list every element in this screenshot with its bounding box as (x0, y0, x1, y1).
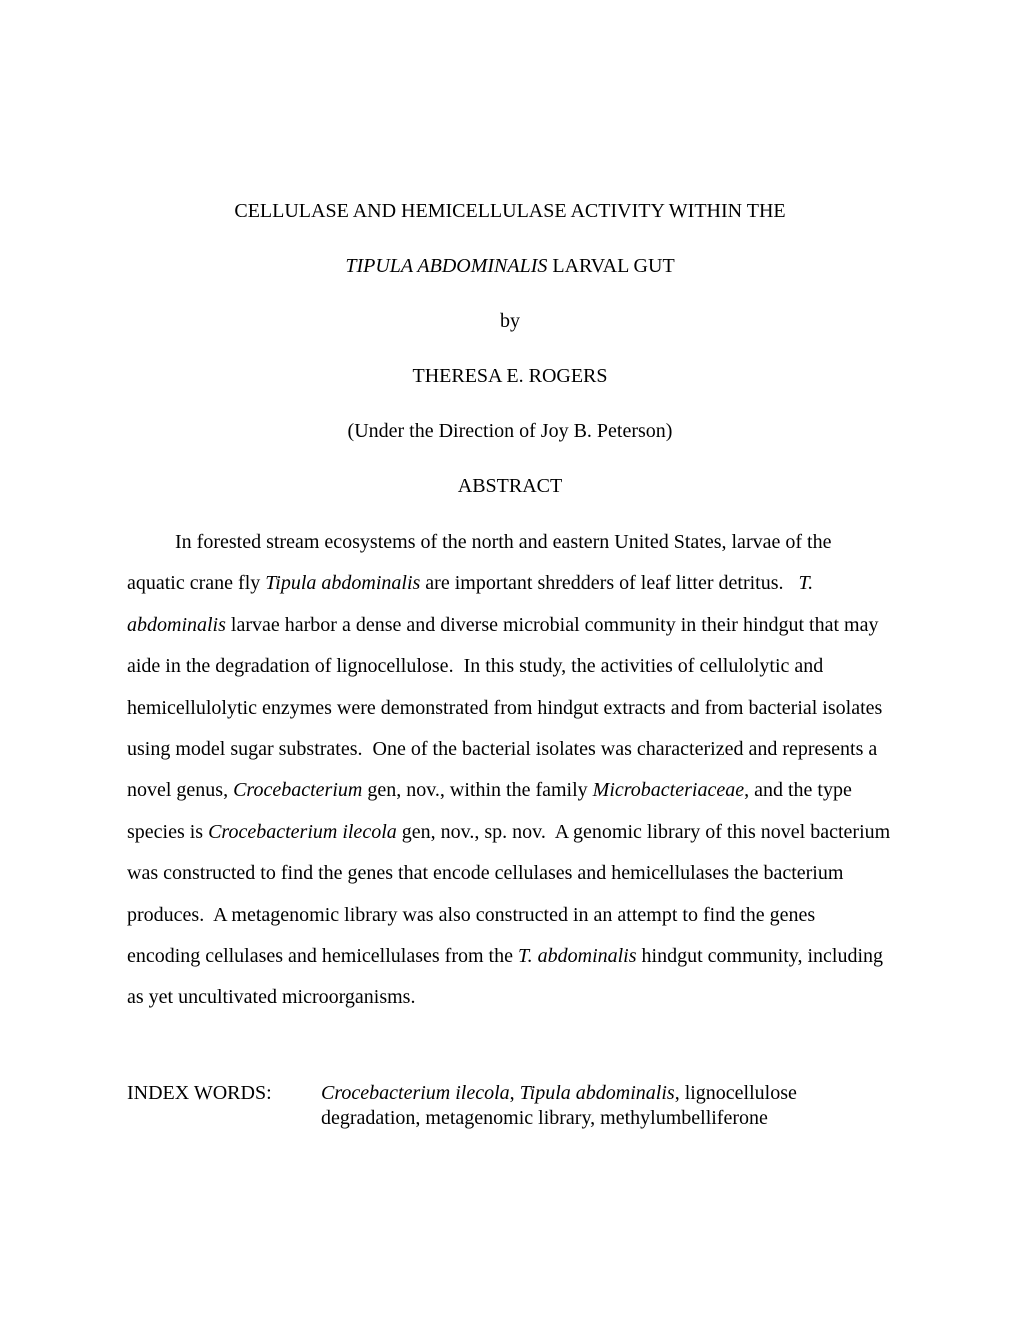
page: CELLULASE AND HEMICELLULASE ACTIVITY WIT… (0, 0, 1020, 1320)
title-line-2: TIPULA ABDOMINALIS LARVAL GUT (127, 254, 893, 278)
index-words-block: INDEX WORDS: Crocebacterium ilecola, Tip… (127, 1081, 893, 1131)
byline: by (127, 309, 893, 333)
title-block: CELLULASE AND HEMICELLULASE ACTIVITY WIT… (127, 199, 893, 498)
title-line-1: CELLULASE AND HEMICELLULASE ACTIVITY WIT… (127, 199, 893, 223)
index-words-label: INDEX WORDS: (127, 1081, 321, 1131)
abstract-heading: ABSTRACT (127, 474, 893, 498)
index-words-terms: Crocebacterium ilecola, Tipula abdominal… (321, 1081, 893, 1131)
director-line: (Under the Direction of Joy B. Peterson) (127, 419, 893, 443)
abstract-paragraph: In forested stream ecosystems of the nor… (127, 522, 893, 1019)
author-name: THERESA E. ROGERS (127, 364, 893, 388)
abstract-body: In forested stream ecosystems of the nor… (127, 522, 893, 1019)
